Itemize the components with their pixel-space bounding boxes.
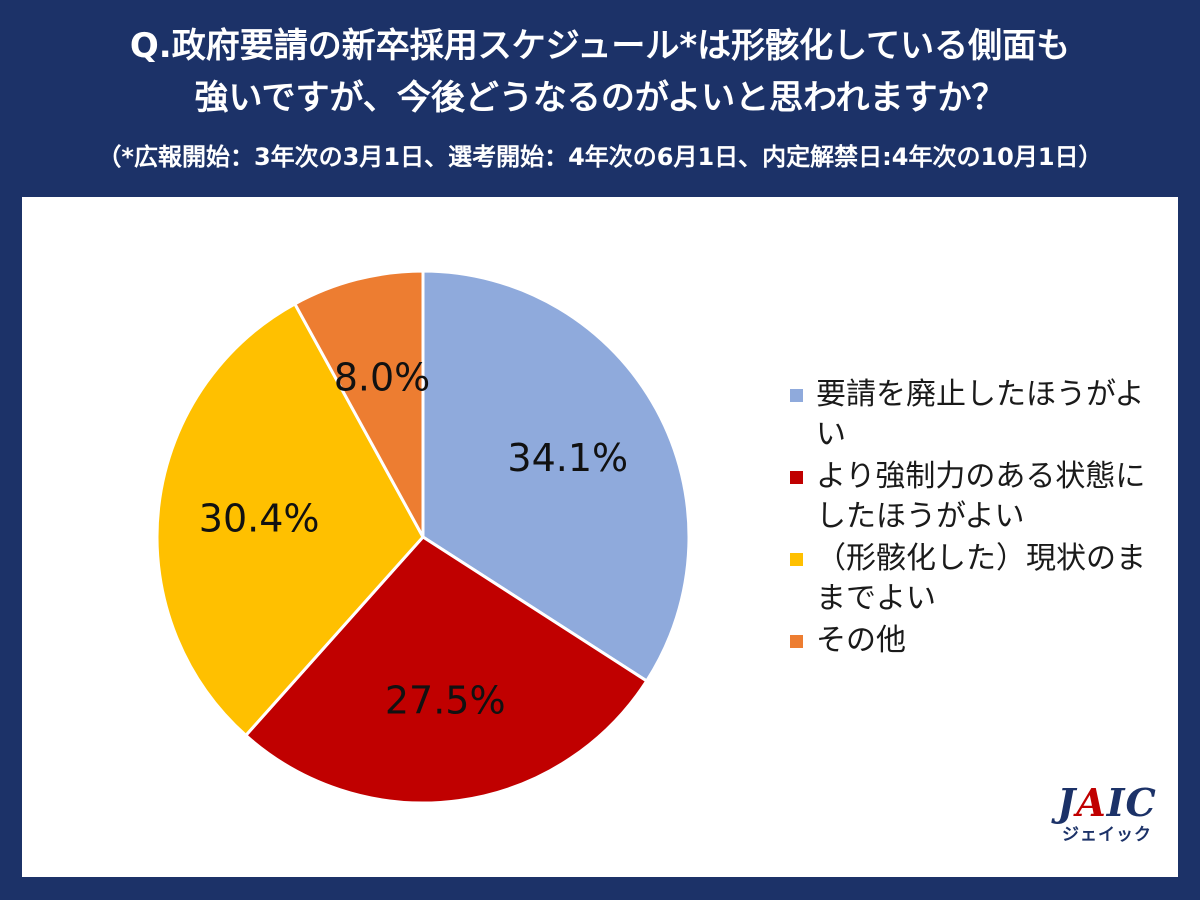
legend-item-other: その他 (786, 621, 1166, 661)
legend-item-stronger: より強制力のある状態にしたほうがよい (786, 457, 1166, 537)
pie-slice-status-quo (155, 301, 425, 738)
pie-label-stronger: 27.5% (385, 678, 506, 722)
legend-item-status-quo: （形骸化した）現状のままでよい (786, 539, 1166, 619)
logo-katakana: ジェイック (1062, 825, 1152, 845)
question-line-2: 強いですが、今後どうなるのがよいと思われますか？ (194, 78, 1006, 118)
legend-label: より強制力のある状態にしたほうがよい (816, 459, 1146, 534)
pie-label-abolish: 34.1% (507, 436, 628, 480)
legend-swatch (790, 389, 803, 402)
legend-label: （形骸化した）現状のままでよい (816, 541, 1146, 616)
pie-label-other: 8.0% (334, 355, 431, 399)
logo-letter-j: J (1057, 780, 1077, 825)
legend-label: 要請を廃止したほうがよい (816, 377, 1145, 452)
logo-wordmark: JAIC (1042, 782, 1172, 824)
jaic-logo: JAIC ジェイック (1042, 782, 1172, 846)
legend-swatch (790, 553, 803, 566)
logo-letters-ic: IC (1106, 780, 1157, 825)
legend-item-abolish: 要請を廃止したほうがよい (786, 375, 1166, 455)
legend-swatch (790, 471, 803, 484)
pie-label-status-quo: 30.4% (199, 496, 320, 540)
chart-legend: 要請を廃止したほうがよい より強制力のある状態にしたほうがよい （形骸化した）現状の… (786, 375, 1166, 663)
question-line-1: Q.政府要請の新卒採用スケジュール*は形骸化している側面も (129, 26, 1071, 66)
legend-swatch (790, 635, 803, 648)
pie-chart: 34.1% 27.5% 30.4% 8.0% (155, 269, 691, 805)
chart-panel: 34.1% 27.5% 30.4% 8.0% 要請を廃止したほうがよい より強制力のある… (22, 197, 1178, 877)
pie-slice-other (292, 269, 425, 538)
schedule-note: （*広報開始：3年次の3月1日、選考開始：4年次の6月1日、内定解禁日:4年次の… (97, 143, 1103, 171)
logo-letter-a: A (1076, 780, 1107, 825)
legend-label: その他 (816, 623, 906, 658)
chart-header: Q.政府要請の新卒採用スケジュール*は形骸化している側面も 強いですが、今後どう… (0, 0, 1200, 190)
pie-slice-stronger (243, 535, 649, 805)
